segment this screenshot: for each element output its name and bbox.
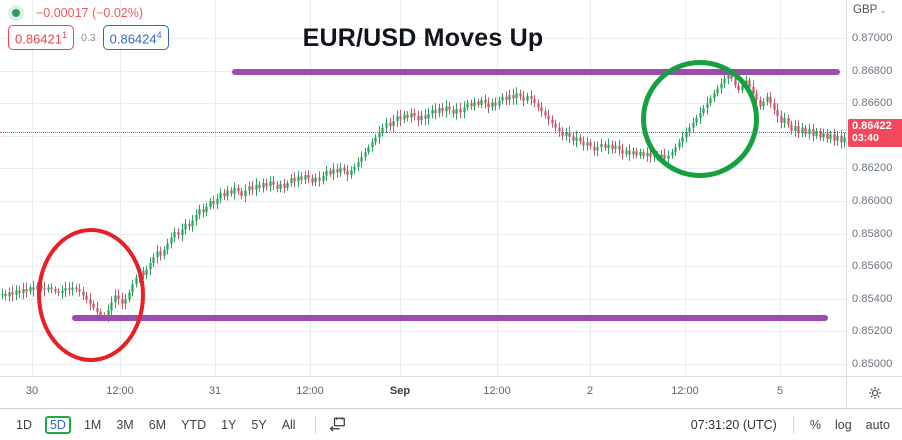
gridline-horizontal — [0, 168, 846, 169]
gridline-horizontal — [0, 136, 846, 137]
gridline-vertical — [400, 0, 401, 376]
gridline-vertical — [590, 0, 591, 376]
gridline-vertical — [120, 0, 121, 376]
current-price-time: 03:40 — [852, 132, 879, 145]
ask-badge[interactable]: 0.864244 — [102, 25, 169, 51]
support-test-ellipse — [37, 228, 145, 362]
range-button-1d[interactable]: 1D — [16, 417, 32, 432]
percent-scale-button[interactable]: % — [809, 417, 821, 432]
auto-scale-button[interactable]: auto — [865, 417, 890, 432]
price-change: −0.00017 (−0.02%) — [36, 6, 144, 20]
support-line — [72, 315, 828, 321]
price-axis-symbol-label: GBP — [853, 4, 878, 16]
range-button-1y[interactable]: 1Y — [221, 417, 237, 432]
bid-sup: 1 — [62, 30, 68, 40]
gridline-vertical — [685, 0, 686, 376]
toolbar-divider-2 — [792, 415, 794, 434]
up-dot-icon — [8, 5, 24, 21]
price-tick: 0.86200 — [852, 162, 893, 174]
time-tick: 31 — [208, 385, 222, 397]
time-axis[interactable]: 30 12:00 31 12:00 Sep 12:00 2 12:00 5 — [0, 376, 846, 408]
gridline-vertical — [215, 0, 216, 376]
toolbar-divider — [314, 415, 316, 434]
price-tick: 0.85400 — [852, 293, 893, 305]
range-selector: 1D 5D 1M 3M 6M YTD 1Y 5Y All — [0, 415, 309, 434]
price-axis-symbol[interactable]: GBP ⌄ — [853, 4, 887, 16]
range-button-5d[interactable]: 5D — [44, 415, 71, 434]
toolbar-right: 07:31:20 (UTC) % log auto — [690, 415, 902, 434]
gridline-vertical — [780, 0, 781, 376]
gridline-vertical — [497, 0, 498, 376]
date-range-icon[interactable] — [328, 416, 347, 434]
time-tick: Sep — [389, 385, 411, 397]
ask-value: 0.86424 — [109, 31, 157, 47]
ask-sup: 4 — [156, 30, 162, 40]
chart-title: EUR/USD Moves Up — [302, 24, 544, 52]
price-tick: 0.85600 — [852, 260, 893, 272]
range-button-6m[interactable]: 6M — [148, 417, 167, 432]
legend-quote-row: 0.864211 0.3 0.864244 — [8, 25, 169, 51]
gridline-vertical — [310, 0, 311, 376]
range-button-1m[interactable]: 1M — [83, 417, 102, 432]
chart-plot-area[interactable]: EUR/USD Moves Up −0.00017 (−0.02%) 0.864… — [0, 0, 846, 376]
gridline-horizontal — [0, 103, 846, 104]
price-tick: 0.87000 — [852, 32, 893, 44]
gridline-vertical — [32, 0, 33, 376]
time-tick: 12:00 — [296, 385, 324, 397]
time-tick: 12:00 — [106, 385, 134, 397]
price-tick: 0.86000 — [852, 195, 893, 207]
current-price-line — [0, 132, 846, 133]
current-price-tag: 0.86422 03:40 — [848, 119, 902, 148]
time-tick: 2 — [586, 385, 594, 397]
price-tick: 0.85200 — [852, 325, 893, 337]
bid-badge[interactable]: 0.864211 — [8, 25, 75, 51]
price-tick: 0.86800 — [852, 65, 893, 77]
bottom-toolbar: 1D 5D 1M 3M 6M YTD 1Y 5Y All 07:31:20 (UTC) % lo… — [0, 408, 902, 440]
spread-value: 0.3 — [81, 31, 96, 44]
gridline-horizontal — [0, 331, 846, 332]
price-tick: 0.86600 — [852, 97, 893, 109]
range-button-all[interactable]: All — [281, 417, 296, 432]
price-tick: 0.85800 — [852, 228, 893, 240]
gridline-horizontal — [0, 364, 846, 365]
time-tick: 30 — [25, 385, 39, 397]
gridline-horizontal — [0, 201, 846, 202]
price-axis[interactable]: GBP ⌄ 0.87000 0.86800 0.86600 0.86200 0.86000… — [846, 0, 902, 376]
gear-icon[interactable] — [867, 385, 882, 400]
current-price-value: 0.86422 — [852, 120, 892, 133]
time-tick: 12:00 — [671, 385, 699, 397]
range-button-5y[interactable]: 5Y — [251, 417, 267, 432]
gridline-horizontal — [0, 299, 846, 300]
bid-value: 0.86421 — [15, 31, 62, 47]
range-button-3m[interactable]: 3M — [116, 417, 134, 432]
clock-label: 07:31:20 (UTC) — [690, 417, 777, 432]
gridline-horizontal — [0, 266, 846, 267]
time-tick: 5 — [776, 385, 784, 397]
resistance-line — [232, 69, 840, 75]
legend-change-row: −0.00017 (−0.02%) — [8, 4, 169, 22]
chart-settings-cell[interactable] — [846, 376, 902, 408]
chevron-down-icon: ⌄ — [879, 5, 887, 15]
range-button-ytd[interactable]: YTD — [181, 417, 207, 432]
resistance-test-ellipse — [641, 60, 759, 178]
gridline-horizontal — [0, 234, 846, 235]
gridline-horizontal — [0, 38, 846, 39]
log-scale-button[interactable]: log — [834, 417, 852, 432]
chart-legend: −0.00017 (−0.02%) 0.864211 0.3 0.864244 — [8, 4, 169, 51]
time-tick: 12:00 — [483, 385, 511, 397]
price-tick: 0.85000 — [852, 358, 893, 370]
